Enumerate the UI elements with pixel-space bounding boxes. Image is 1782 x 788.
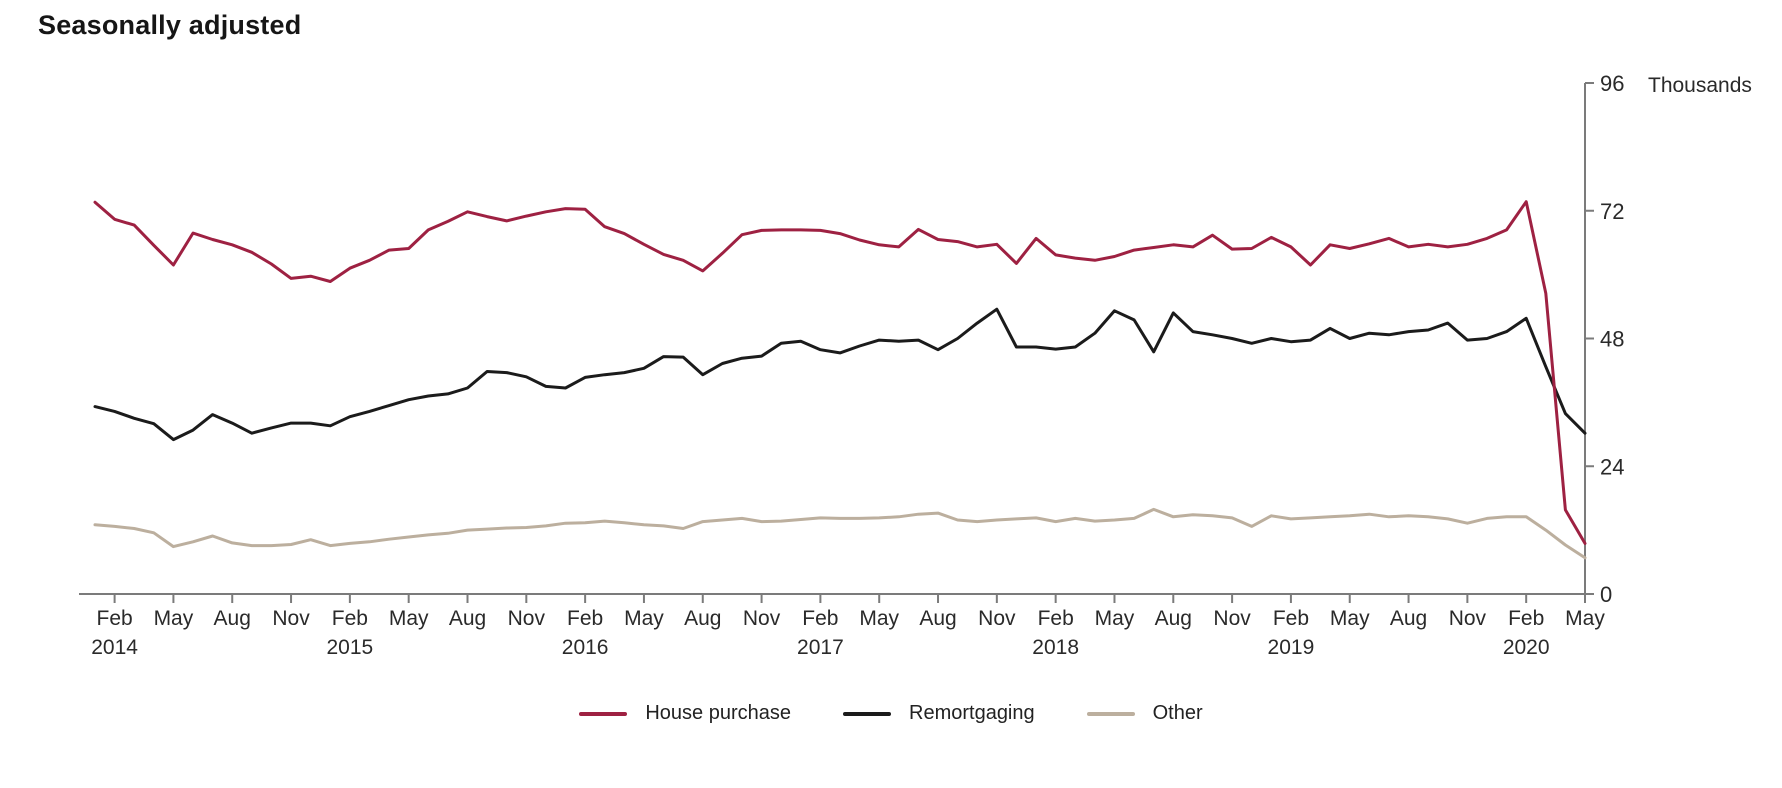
x-tick-label: May: [1095, 607, 1135, 630]
year-label: 2018: [1032, 636, 1079, 659]
x-tick-label: Feb: [1038, 607, 1074, 630]
x-tick-label: May: [154, 607, 194, 630]
y-tick-label: 96: [1600, 71, 1624, 96]
x-tick-label: Feb: [1273, 607, 1309, 630]
house-purchase-line: [93, 200, 1587, 545]
y-tick-label: 0: [1600, 582, 1612, 607]
y-tick-label: 48: [1600, 327, 1624, 352]
x-tick-label: Feb: [567, 607, 603, 630]
x-tick-label: Aug: [449, 607, 486, 630]
year-label: 2015: [327, 636, 374, 659]
x-tick-label: Nov: [743, 607, 781, 630]
x-tick-label: Feb: [332, 607, 368, 630]
legend-label-other: Other: [1152, 702, 1203, 724]
year-label: 2016: [562, 636, 609, 659]
x-tick-label: Feb: [1508, 607, 1544, 630]
remortgaging-line-swatch-icon: [843, 711, 891, 716]
x-tick-label: May: [389, 607, 429, 630]
remortgaging-line: [93, 307, 1587, 442]
x-tick-label: Aug: [214, 607, 251, 630]
page-title: Seasonally adjusted: [38, 10, 302, 40]
chart-legend: House purchase Remortgaging Other: [0, 702, 1782, 725]
legend-item-house-purchase: House purchase: [579, 702, 791, 725]
x-tick-label: Nov: [1213, 607, 1251, 630]
house-purchase-line-swatch-icon: [579, 711, 628, 716]
x-tick-label: May: [1565, 607, 1605, 630]
legend-label-house-purchase: House purchase: [645, 702, 791, 724]
year-label: 2020: [1503, 636, 1550, 659]
x-tick-label: Nov: [978, 607, 1016, 630]
year-label: 2017: [797, 636, 844, 659]
x-tick-label: Nov: [508, 607, 546, 630]
y-tick-label: 24: [1600, 454, 1624, 479]
x-tick-label: Aug: [684, 607, 721, 630]
x-tick-label: May: [859, 607, 899, 630]
legend-item-remortgaging: Remortgaging: [843, 702, 1035, 725]
x-tick-label: Feb: [97, 607, 133, 630]
x-tick-label: Aug: [919, 607, 956, 630]
x-tick-label: May: [1330, 607, 1370, 630]
legend-item-other: Other: [1086, 702, 1203, 725]
x-tick-label: Aug: [1155, 607, 1192, 630]
year-label: 2019: [1268, 636, 1315, 659]
x-tick-label: Feb: [802, 607, 838, 630]
other-line: [93, 507, 1587, 560]
x-tick-label: Nov: [272, 607, 310, 630]
x-tick-label: May: [624, 607, 664, 630]
y-tick-label: 72: [1600, 199, 1624, 224]
x-tick-label: Aug: [1390, 607, 1427, 630]
unit-label: Thousands: [1648, 74, 1752, 97]
x-tick-label: Nov: [1449, 607, 1487, 630]
legend-label-remortgaging: Remortgaging: [909, 702, 1035, 724]
year-label: 2014: [91, 636, 138, 659]
other-line-swatch-icon: [1086, 711, 1135, 716]
